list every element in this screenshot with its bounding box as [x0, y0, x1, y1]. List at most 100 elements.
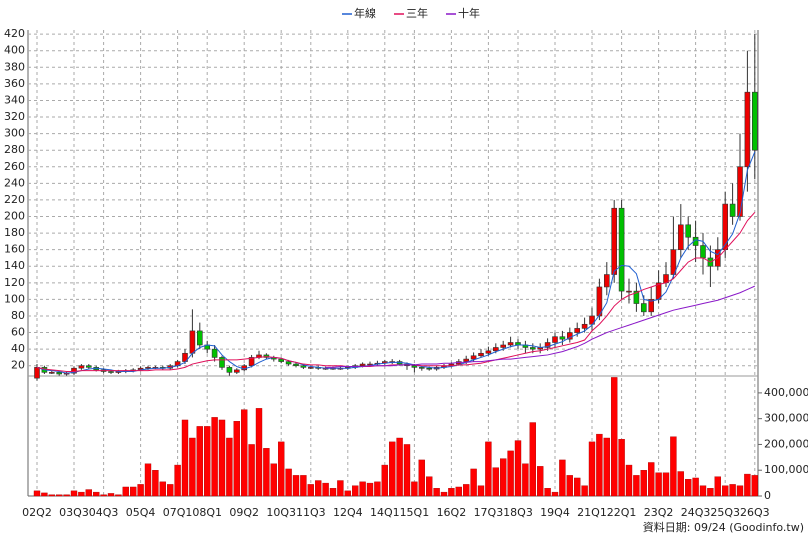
y-tick-label: 380 [4, 60, 25, 73]
volume-bar [685, 479, 692, 497]
volume-bar [699, 485, 707, 497]
volume-bar [174, 464, 181, 497]
candle-body [86, 365, 92, 368]
candle-body [211, 348, 218, 358]
candle-body [544, 342, 551, 348]
candle-body [56, 372, 63, 375]
volume-bar [463, 484, 470, 497]
candle-body [463, 358, 470, 362]
candle-body [700, 245, 706, 259]
volume-bar [596, 433, 603, 497]
volume-bar [189, 437, 196, 497]
volume-bar [500, 458, 507, 497]
y-tick-label: 280 [4, 143, 25, 156]
volume-bar [603, 437, 610, 497]
y-tick-label: 120 [4, 276, 25, 289]
y-tick-label: 320 [4, 110, 25, 123]
volume-bar [300, 475, 307, 497]
volume-bar [344, 490, 351, 497]
volume-bar [559, 459, 566, 497]
candle-body [219, 357, 225, 368]
volume-bar [729, 484, 736, 497]
volume-bar [751, 475, 758, 497]
y2-tick-label: 200,000 [764, 437, 808, 450]
legend-label: 三年 [406, 6, 428, 20]
candle-body [418, 367, 425, 369]
volume-bar [315, 480, 322, 497]
volume-bar [537, 466, 544, 497]
y-tick-label: 220 [4, 193, 25, 206]
y-tick-label: 300 [4, 127, 25, 140]
volume-bar [278, 441, 285, 497]
candle-body [581, 323, 588, 329]
candle-body [470, 355, 477, 360]
candle-body [34, 367, 40, 379]
volume-bar [411, 481, 418, 497]
volume-bar [218, 419, 226, 497]
x-tick-label: 26Q3 [740, 506, 770, 519]
candle-body [574, 328, 581, 333]
candle-body [507, 342, 514, 346]
x-tick-label: 25Q3 [710, 506, 740, 519]
x-tick-label: 14Q1 [370, 506, 400, 519]
x-tick-label: 18Q3 [503, 506, 533, 519]
candle-body [640, 303, 647, 313]
candle-body [78, 365, 85, 369]
volume-bar [337, 480, 344, 497]
candle-body [248, 357, 255, 367]
volume-bar [292, 475, 300, 497]
x-tick-label: 19Q4 [540, 506, 570, 519]
x-tick-label: 03Q3 [59, 506, 89, 519]
candle-body [145, 367, 151, 369]
y-tick-label: 40 [11, 342, 25, 355]
volume-bar [522, 463, 529, 497]
candle-body [285, 361, 292, 365]
volume-bar [366, 482, 374, 497]
volume-bar [692, 477, 699, 497]
candle-body [618, 207, 625, 292]
candle-body [226, 367, 233, 373]
x-tick-label: 10Q3 [266, 506, 296, 519]
candle-body [359, 363, 366, 367]
volume-bar [115, 494, 122, 497]
volume-bar [477, 485, 485, 497]
volume-bar [56, 494, 63, 497]
volume-bar [485, 441, 492, 497]
volume-bar [618, 439, 625, 497]
volume-bar [322, 482, 329, 497]
candle-body [278, 358, 285, 362]
volume-bar [248, 444, 255, 497]
volume-bar [203, 426, 211, 497]
candle-body [189, 330, 196, 354]
volume-bar [440, 491, 448, 497]
volume-bar [85, 489, 93, 497]
candle-body [478, 352, 484, 357]
legend-label: 十年 [458, 6, 480, 20]
x-tick-label: 02Q2 [22, 506, 52, 519]
candle-body [108, 371, 114, 373]
ma-line [325, 285, 756, 368]
y-tick-label: 260 [4, 160, 25, 173]
candle-body [71, 367, 77, 374]
volume-bar [403, 444, 411, 497]
volume-bar [396, 437, 403, 497]
y-tick-label: 420 [4, 27, 25, 40]
candle-body [500, 344, 507, 348]
volume-bar [574, 477, 581, 497]
candle-body [737, 166, 743, 217]
volume-bar [640, 470, 647, 497]
volume-bar [233, 421, 241, 497]
y-tick-label: 360 [4, 77, 25, 90]
candle-body [182, 352, 188, 362]
volume-bar [270, 463, 277, 497]
candle-body [648, 299, 655, 313]
volume-bar [240, 409, 248, 497]
x-tick-label: 05Q4 [126, 506, 156, 519]
volume-bar [588, 441, 596, 497]
volume-bar [714, 476, 721, 497]
candle-body [492, 347, 499, 352]
volume-bar [129, 486, 137, 497]
volume-bar [389, 441, 396, 497]
candle-body [307, 367, 314, 369]
volume-bar [707, 488, 714, 497]
